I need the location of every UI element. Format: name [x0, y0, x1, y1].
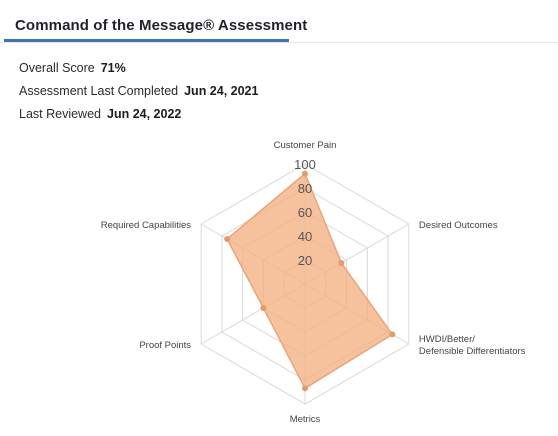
radar-point: [302, 385, 308, 392]
overall-score-value: 71%: [100, 61, 126, 75]
page-title: Command of the Message® Assessment: [15, 17, 308, 34]
radar-axis-label: HWDI/Better/: [419, 334, 475, 345]
radar-tick-labels: 20 40 60 80 100: [294, 157, 316, 268]
radar-axis-label: Proof Points: [139, 340, 191, 351]
radar-axis-labels: Customer Pain Desired Outcomes HWDI/Better…: [101, 140, 526, 425]
radar-tick-label: 60: [298, 205, 312, 220]
radar-series: [224, 170, 396, 392]
radar-point: [338, 260, 345, 266]
last-reviewed-value: Jun 24, 2022: [107, 107, 182, 121]
last-completed-label: Assessment Last Completed: [19, 84, 179, 98]
radar-axis-label: Metrics: [290, 414, 321, 425]
radar-point: [389, 331, 396, 338]
radar-point: [302, 170, 308, 177]
radar-tick-label: 80: [298, 181, 312, 196]
radar-axis-label: Desired Outcomes: [419, 220, 498, 231]
assessment-header: Command of the Message® Assessment: [0, 0, 558, 43]
overall-score-row: Overall Score 71%: [19, 61, 126, 75]
radar-axis-label: Required Capabilities: [101, 220, 192, 231]
last-reviewed-row: Last Reviewed Jun 24, 2022: [19, 107, 181, 121]
last-completed-row: Assessment Last Completed Jun 24, 2021: [19, 84, 258, 98]
last-completed-value: Jun 24, 2021: [184, 84, 259, 98]
radar-point: [224, 236, 231, 242]
last-reviewed-label: Last Reviewed: [19, 107, 101, 121]
radar-tick-label: 20: [298, 253, 312, 268]
title-underline-accent: [4, 39, 289, 42]
radar-point: [260, 305, 267, 311]
overall-score-label: Overall Score: [19, 61, 95, 75]
radar-tick-label: 100: [294, 157, 316, 172]
radar-axis-label: Defensible Differentiators: [419, 346, 526, 357]
radar-tick-label: 40: [298, 229, 312, 244]
radar-axis-label: Customer Pain: [274, 140, 337, 151]
